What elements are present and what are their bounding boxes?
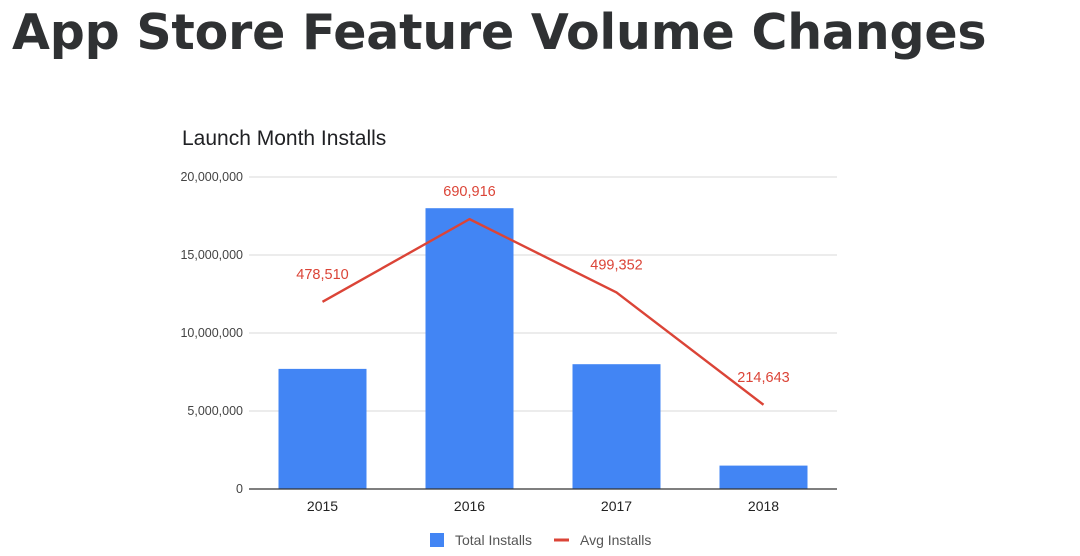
data-label: 499,352 (590, 257, 642, 273)
x-tick-label: 2016 (454, 498, 485, 514)
y-tick-label: 0 (236, 482, 243, 496)
legend-label-avg-installs: Avg Installs (580, 532, 651, 548)
bar-series (278, 208, 808, 489)
x-tick-label: 2017 (601, 498, 632, 514)
y-tick-label: 20,000,000 (180, 170, 243, 184)
x-tick-label: 2015 (307, 498, 338, 514)
y-tick-label: 10,000,000 (180, 326, 243, 340)
legend-label-total-installs: Total Installs (455, 532, 532, 548)
y-tick-label: 5,000,000 (187, 404, 243, 418)
y-axis-ticks: 0 5,000,000 10,000,000 15,000,000 20,000,000 (180, 170, 243, 496)
legend: Total Installs Avg Installs (430, 532, 651, 548)
x-tick-label: 2018 (748, 498, 779, 514)
data-label: 214,643 (737, 370, 789, 386)
data-label: 690,916 (443, 184, 495, 200)
bar-2017 (572, 364, 661, 489)
legend-swatch-total-installs (430, 533, 444, 547)
x-axis-ticks: 2015 2016 2017 2018 (307, 498, 779, 514)
avg-installs-line (321, 217, 765, 406)
data-label: 478,510 (296, 267, 348, 283)
bar-2016 (425, 208, 514, 489)
bar-2015 (278, 368, 367, 489)
line-series (321, 217, 765, 406)
bar-2018 (719, 465, 808, 489)
data-labels: 478,510 690,916 499,352 214,643 (296, 184, 789, 386)
page-title: App Store Feature Volume Changes (12, 4, 987, 61)
y-tick-label: 15,000,000 (180, 248, 243, 262)
chart-title: Launch Month Installs (182, 127, 386, 150)
